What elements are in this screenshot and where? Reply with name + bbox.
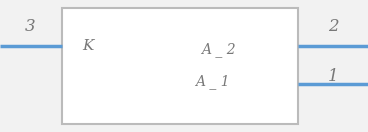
Text: 2: 2 bbox=[328, 18, 338, 35]
Text: A _ 1: A _ 1 bbox=[195, 75, 229, 89]
Text: 1: 1 bbox=[328, 68, 338, 85]
Text: A _ 2: A _ 2 bbox=[201, 43, 235, 57]
Text: 3: 3 bbox=[25, 18, 35, 35]
Bar bbox=[62, 8, 298, 124]
Text: K: K bbox=[82, 39, 93, 53]
